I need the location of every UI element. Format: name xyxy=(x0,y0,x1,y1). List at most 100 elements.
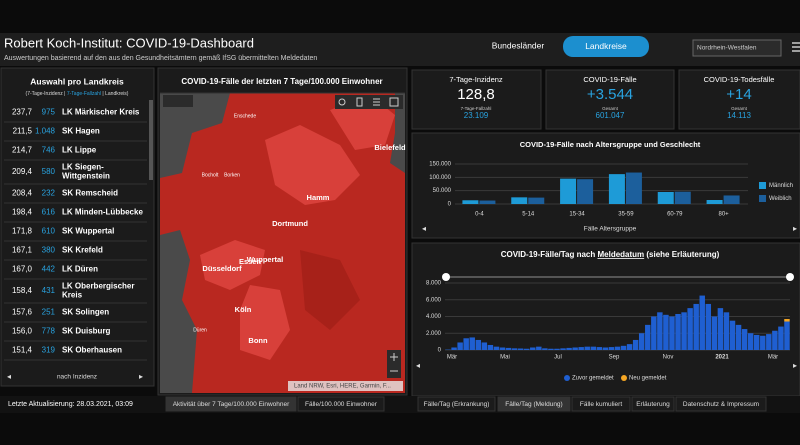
map-title: COVID-19-Fälle der letzten 7 Tage/100.00… xyxy=(181,77,382,86)
region-select[interactable] xyxy=(692,39,782,57)
incidence[interactable]: 209,4 xyxy=(12,167,33,176)
nav-button[interactable]: Landkreise xyxy=(585,41,627,51)
case-count[interactable]: 232 xyxy=(42,189,56,198)
tab-label[interactable]: Erläuterung xyxy=(636,401,670,408)
header-bar xyxy=(0,33,800,66)
incidence[interactable]: 211,5 xyxy=(13,127,33,136)
district-name[interactable]: SK Krefeld xyxy=(62,246,103,255)
slider-handle[interactable] xyxy=(442,273,450,281)
case-count[interactable]: 442 xyxy=(42,265,56,274)
bar xyxy=(608,347,615,350)
menu-icon[interactable] xyxy=(792,42,800,52)
incidence[interactable]: 151,4 xyxy=(12,346,33,355)
tab[interactable] xyxy=(417,396,496,412)
case-count[interactable]: 319 xyxy=(42,346,56,355)
bar xyxy=(699,295,705,350)
incidence[interactable]: 158,4 xyxy=(12,286,33,295)
case-count[interactable]: 251 xyxy=(42,308,56,317)
arrow-left[interactable]: ◂ xyxy=(7,372,11,381)
bookmark-icon[interactable] xyxy=(356,97,363,107)
incidence[interactable]: 208,4 xyxy=(12,189,33,198)
arrow-right[interactable]: ▸ xyxy=(793,224,797,233)
nav-button[interactable]: Bundesländer xyxy=(492,40,545,50)
arrow-right[interactable]: ▸ xyxy=(139,372,143,381)
list-icon[interactable] xyxy=(373,98,380,106)
bar xyxy=(638,333,645,350)
legend-part: 7-Tage-Fallzahl xyxy=(67,91,101,97)
tab-label[interactable]: Fälle kumuliert xyxy=(580,401,622,408)
incidence[interactable]: 157,6 xyxy=(12,308,33,317)
y-tick-label: 150.000 xyxy=(429,162,451,168)
case-count[interactable]: 380 xyxy=(42,246,56,255)
case-count[interactable]: 975 xyxy=(42,108,56,117)
case-count[interactable]: 616 xyxy=(42,208,56,217)
district-name[interactable]: Wittgenstein xyxy=(62,172,110,181)
bar xyxy=(614,346,621,350)
scrollbar[interactable] xyxy=(149,100,153,180)
bar xyxy=(511,197,528,204)
place-label: Bonn xyxy=(248,336,268,345)
district-name[interactable]: SK Remscheid xyxy=(62,189,118,198)
incidence[interactable]: 198,4 xyxy=(12,208,33,217)
district-name[interactable]: LK Düren xyxy=(62,265,98,274)
map-tool[interactable] xyxy=(163,95,193,107)
age-panel xyxy=(411,132,800,239)
tab[interactable] xyxy=(165,396,297,412)
kpi-label: 7-Tage-Inzidenz xyxy=(449,75,503,84)
y-tick-label: 100.000 xyxy=(429,175,451,181)
bar xyxy=(645,324,651,350)
grid-icon[interactable] xyxy=(389,97,399,107)
district-name[interactable]: LK Oberbergischer xyxy=(62,282,134,291)
incidence[interactable]: 171,8 xyxy=(12,227,33,236)
tab-label[interactable]: Aktivität über 7 Tage/100.000 Einwohner xyxy=(173,401,290,408)
tab[interactable] xyxy=(297,396,385,412)
region-value[interactable]: Nordrhein-Westfalen xyxy=(697,45,757,52)
tab-label[interactable]: Fälle/Tag (Erkrankung) xyxy=(424,401,490,408)
slider-handle[interactable] xyxy=(786,273,794,281)
tab-label[interactable]: Datenschutz & Impressum xyxy=(683,401,759,408)
tab[interactable] xyxy=(631,396,675,412)
case-count[interactable]: 746 xyxy=(42,146,56,155)
x-tick-label: 80+ xyxy=(718,212,729,218)
district-name[interactable]: Kreis xyxy=(62,291,83,300)
tab[interactable] xyxy=(497,396,571,412)
incidence[interactable]: 237,7 xyxy=(12,108,33,117)
case-count[interactable]: 580 xyxy=(42,167,56,176)
district-name[interactable]: SK Oberhausen xyxy=(62,346,122,355)
bar xyxy=(528,197,545,204)
sort-label[interactable]: nach Inzidenz xyxy=(57,374,97,381)
arrow-right[interactable]: ▸ xyxy=(793,361,797,370)
tab-label[interactable]: Fälle/100.000 Einwohner xyxy=(305,401,378,408)
map-toolbar[interactable] xyxy=(335,95,403,109)
arrow-left[interactable]: ◂ xyxy=(422,224,426,233)
bar xyxy=(511,348,518,350)
district-name[interactable]: SK Hagen xyxy=(62,127,100,136)
incidence[interactable]: 167,0 xyxy=(12,265,33,274)
nav-active[interactable] xyxy=(563,36,649,57)
x-axis-label: Fälle Altersgruppe xyxy=(584,226,637,233)
incidence[interactable]: 167,1 xyxy=(12,246,33,255)
district-name[interactable]: LK Märkischer Kreis xyxy=(62,108,140,117)
incidence[interactable]: 156,0 xyxy=(12,327,33,336)
search-icon[interactable] xyxy=(338,98,346,106)
district-name[interactable]: SK Duisburg xyxy=(62,327,111,336)
legend-label: Weiblich xyxy=(769,196,792,202)
case-count[interactable]: 610 xyxy=(42,227,56,236)
arrow-left[interactable]: ◂ xyxy=(416,361,420,370)
district-name[interactable]: SK Wuppertal xyxy=(62,227,114,236)
district-name[interactable]: LK Siegen- xyxy=(62,163,104,172)
x-tick-label: 0-4 xyxy=(475,212,484,218)
tab-label[interactable]: Fälle/Tag (Meldung) xyxy=(505,401,562,408)
district-name[interactable]: LK Minden-Lübbecke xyxy=(62,208,143,217)
case-count[interactable]: 431 xyxy=(42,286,56,295)
case-count[interactable]: 778 xyxy=(42,327,56,336)
incidence[interactable]: 214,7 xyxy=(12,146,33,155)
bar xyxy=(479,200,496,204)
tab[interactable] xyxy=(571,396,631,412)
district-name[interactable]: LK Lippe xyxy=(62,146,97,155)
zoom-icons[interactable] xyxy=(390,353,398,372)
case-count[interactable]: 1.048 xyxy=(35,127,56,136)
tab[interactable] xyxy=(675,396,767,412)
title-part[interactable]: Meldedatum xyxy=(597,250,644,259)
district-name[interactable]: SK Solingen xyxy=(62,308,109,317)
